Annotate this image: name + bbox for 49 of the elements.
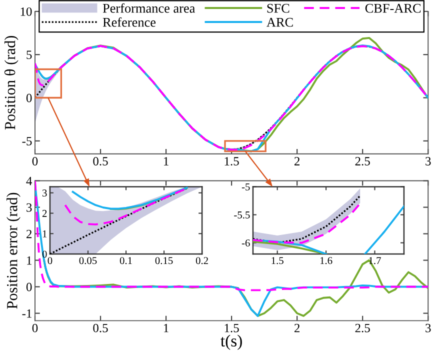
x-tick-label: 3	[426, 157, 431, 166]
x-axis-title: t(s)	[220, 334, 242, 350]
x-tick-label: 0.2	[196, 257, 208, 264]
y-tick-label: -1	[22, 309, 32, 318]
x-tick-label: 2	[294, 157, 300, 166]
y-tick-label: 5	[26, 50, 32, 60]
x-tick-label: 1	[164, 157, 168, 166]
line-series	[43, 259, 428, 317]
y-tick-label: 4	[26, 176, 32, 186]
x-tick-label: 3	[426, 324, 431, 332]
y-tick-label: 0	[26, 94, 32, 102]
y-axis-title: Position error (rad)	[6, 192, 20, 309]
x-tick-label: 1.5	[224, 324, 239, 332]
x-tick-label: 0.15	[155, 257, 173, 264]
x-tick-label: 0.5	[93, 324, 108, 332]
x-tick-label: 1.7	[369, 257, 381, 264]
y-tick-label: 2	[42, 210, 47, 217]
x-tick-label: 2	[294, 324, 300, 332]
x-tick-label: 0	[32, 157, 38, 166]
x-tick-label: 1.5	[272, 257, 284, 264]
y-tick-label: 3	[42, 190, 47, 197]
x-tick-label: 0.1	[120, 257, 132, 264]
y-tick-label: -5	[242, 184, 250, 190]
y-tick-label: 0	[26, 282, 32, 292]
x-tick-label: 0.5	[93, 157, 108, 166]
x-tick-label: 1	[164, 324, 168, 332]
legend-label: SFC	[267, 4, 290, 13]
x-tick-label: 2.5	[355, 324, 370, 332]
x-tick-label: 1.5	[224, 157, 239, 166]
x-tick-label: 0.05	[79, 257, 97, 264]
x-tick-label: 0	[48, 257, 52, 264]
y-tick-label: 3	[26, 203, 32, 212]
y-tick-label: 1	[42, 230, 47, 238]
x-tick-label: 0	[32, 324, 38, 332]
legend-label: Reference	[102, 17, 156, 27]
legend-label: ARC	[266, 18, 293, 27]
y-tick-label: -5.5	[234, 212, 250, 219]
y-tick-label: 10	[20, 7, 32, 16]
x-tick-label: 2.5	[355, 157, 370, 166]
y-tick-label: -6	[242, 240, 250, 247]
line-series	[72, 186, 188, 210]
line-series	[252, 202, 362, 244]
legend-label: CBF-ARC	[365, 4, 421, 13]
y-axis-title: Position θ (rad)	[4, 36, 18, 130]
y-tick-label: 2	[26, 230, 32, 238]
legend-label: Performance area	[102, 3, 195, 13]
line-series	[252, 194, 361, 244]
y-tick-label: -5	[22, 137, 32, 146]
x-tick-label: 1.6	[320, 257, 332, 264]
